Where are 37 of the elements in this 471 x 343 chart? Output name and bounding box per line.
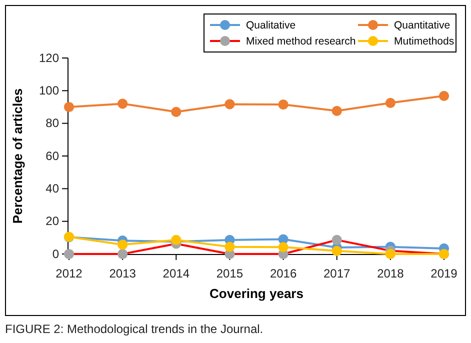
point	[118, 240, 128, 250]
point	[278, 242, 288, 252]
point	[224, 242, 235, 252]
x-tick-label: 2013	[109, 266, 136, 280]
y-tick-label: 80	[46, 116, 60, 130]
legend-label: Mutimethods	[394, 36, 454, 48]
point	[118, 248, 128, 260]
x-tick-label: 2017	[324, 266, 351, 280]
y-tick-label: 20	[46, 214, 60, 228]
y-axis-title: Percentage of articles	[10, 88, 25, 224]
point	[385, 248, 396, 260]
point	[332, 234, 342, 245]
point	[438, 90, 450, 101]
y-tick-label: 60	[46, 148, 60, 163]
point	[224, 99, 235, 110]
y-tick-label: 100	[38, 84, 60, 98]
x-tick-label: 2015	[216, 266, 244, 280]
legend-label: Mixed method research	[246, 36, 356, 48]
x-axis-title: Covering years	[210, 286, 304, 301]
point	[332, 246, 342, 256]
y-tick-label: 120	[38, 50, 60, 65]
point	[64, 102, 74, 112]
caption: FIGURE 2: Methodological trends in the Journal.	[5, 322, 264, 336]
point	[332, 106, 342, 116]
x-tick-label: 2016	[270, 266, 297, 280]
point	[118, 98, 128, 109]
legend-label: Quantitative	[394, 20, 450, 32]
x-tick-label: 2019	[430, 266, 458, 280]
point	[171, 106, 182, 117]
x-tick-label: 2014	[162, 266, 190, 280]
point	[385, 98, 396, 108]
x-tick-label: 2012	[56, 266, 83, 280]
y-tick-label: 0	[52, 246, 60, 261]
point	[278, 100, 288, 110]
y-tick-label: 40	[46, 182, 60, 196]
x-tick-label: 2018	[377, 266, 404, 280]
legend-label: Qualitative	[246, 20, 296, 32]
